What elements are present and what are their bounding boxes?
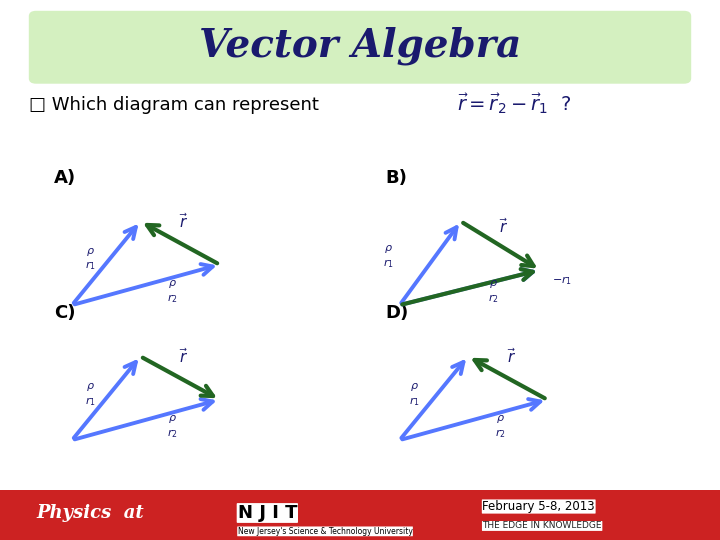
- Text: $\rho$
$r_2$: $\rho$ $r_2$: [488, 278, 498, 305]
- Bar: [0, 488, 720, 490]
- Text: $\rho$
$r_2$: $\rho$ $r_2$: [495, 413, 505, 440]
- Text: N J I T: N J I T: [238, 504, 297, 522]
- FancyBboxPatch shape: [29, 11, 691, 84]
- Text: □ Which diagram can represent: □ Which diagram can represent: [29, 96, 319, 114]
- Text: $\rho$
$r_1$: $\rho$ $r_1$: [383, 243, 395, 270]
- Text: D): D): [385, 304, 408, 322]
- Text: $\vec{r}$: $\vec{r}$: [179, 212, 188, 231]
- Text: New Jersey's Science & Technology University: New Jersey's Science & Technology Univer…: [238, 527, 413, 536]
- Text: $\vec{r}$: $\vec{r}$: [179, 347, 188, 366]
- Text: $-r_1$: $-r_1$: [552, 274, 572, 287]
- Text: $\vec{r} = \vec{r}_2 - \vec{r}_1$  ?: $\vec{r} = \vec{r}_2 - \vec{r}_1$ ?: [457, 91, 572, 116]
- Text: $\rho$
$r_1$: $\rho$ $r_1$: [408, 381, 420, 408]
- Text: $\rho$
$r_1$: $\rho$ $r_1$: [84, 246, 96, 273]
- Bar: [0, 489, 720, 540]
- Text: A): A): [54, 169, 76, 187]
- Text: Physics  at: Physics at: [36, 504, 144, 522]
- Text: February 5-8, 2013: February 5-8, 2013: [482, 500, 595, 513]
- Text: $\rho$
$r_2$: $\rho$ $r_2$: [168, 278, 178, 305]
- Text: C): C): [54, 304, 76, 322]
- Text: $\rho$
$r_1$: $\rho$ $r_1$: [84, 381, 96, 408]
- Text: Vector Algebra: Vector Algebra: [199, 26, 521, 65]
- Text: $\vec{r}$: $\vec{r}$: [507, 347, 516, 366]
- Text: $\rho$
$r_2$: $\rho$ $r_2$: [168, 413, 178, 440]
- Text: $\vec{r}$: $\vec{r}$: [500, 217, 508, 237]
- Text: B): B): [385, 169, 407, 187]
- Text: THE EDGE IN KNOWLEDGE: THE EDGE IN KNOWLEDGE: [482, 522, 602, 530]
